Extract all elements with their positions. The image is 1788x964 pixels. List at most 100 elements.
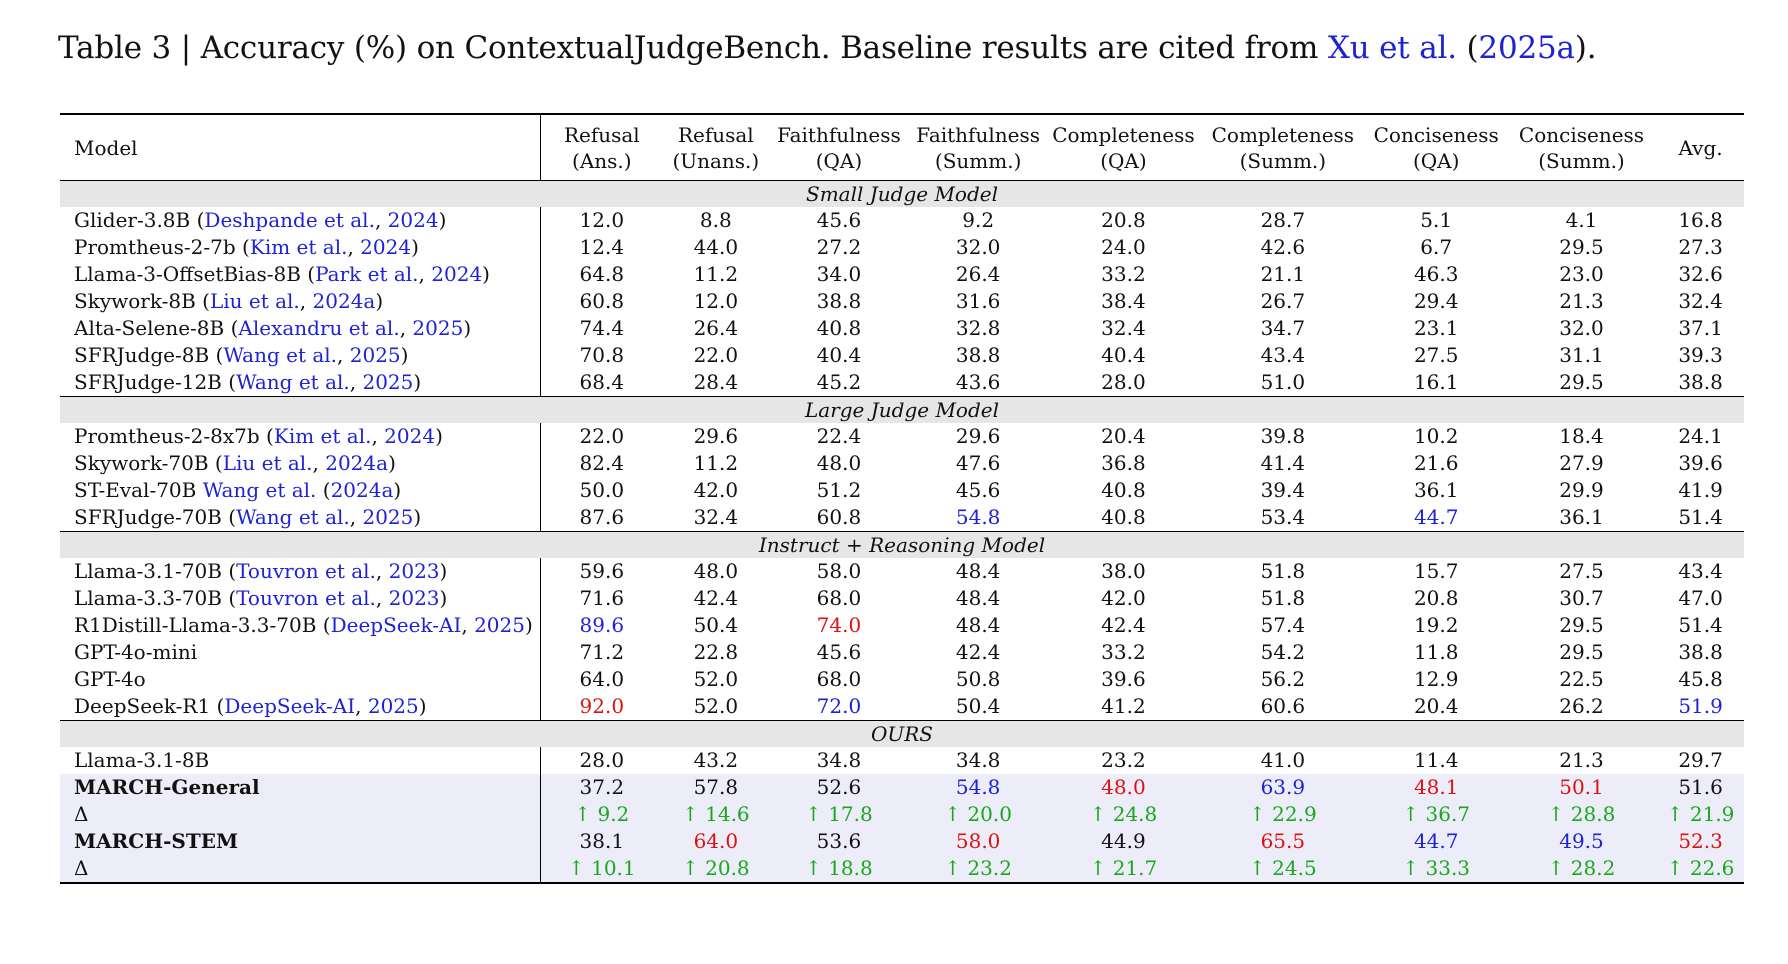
table-row: Promtheus-2-8x7b (Kim et al., 2024) 22.0 2…	[60, 423, 1744, 450]
model-name-cell: Alta-Selene-8B (Alexandru et al., 2025)	[60, 315, 542, 342]
value-cell: 28.7	[1260, 208, 1306, 232]
value-cell: 59.6	[579, 559, 625, 583]
citation-link[interactable]: Alexandru et al.	[238, 316, 400, 340]
column-header-line1: Avg.	[1678, 135, 1723, 160]
citation-link[interactable]: Wang et al.	[236, 370, 350, 394]
table-row: Promtheus-2-7b (Kim et al., 2024) 12.4 44.…	[60, 234, 1744, 261]
section-header-row: Large Judge Model	[60, 396, 1744, 423]
caption-citation-year-link[interactable]: 2025a	[1478, 30, 1575, 66]
value-cell: 20.8	[1413, 586, 1459, 610]
citation-link[interactable]: Wang et al.	[202, 478, 317, 502]
citation-link[interactable]: Touvron et al.	[236, 559, 376, 583]
citation-year-link[interactable]: 2023	[388, 559, 440, 583]
citation-paren: )	[482, 262, 490, 286]
citation-link[interactable]: DeepSeek-AI	[224, 694, 356, 718]
value-cell: 48.4	[955, 613, 1001, 637]
value-cell: 27.3	[1678, 235, 1723, 259]
value-cell: 48.0	[1047, 774, 1200, 801]
results-table: Model Refusal (Ans.) Refusal (Unans.) Faithfu…	[60, 113, 1744, 884]
value-cell: ↑ 23.2	[908, 855, 1048, 883]
value-cell: ↑ 18.8	[769, 855, 909, 883]
table-row: ST-Eval-70B Wang et al. (2024a) 50.0 42.0 5…	[60, 477, 1744, 504]
column-header: Completeness (Summ.)	[1199, 114, 1366, 181]
value-cell: ↑ 28.2	[1505, 855, 1658, 883]
model-name-cell: MARCH-General	[60, 774, 542, 801]
citation-link[interactable]: Park et al.	[315, 262, 419, 286]
citation-year-link[interactable]: 2025	[349, 343, 401, 367]
citation-paren: (	[300, 262, 316, 286]
citation-year-link[interactable]: 2024	[360, 235, 412, 259]
value-cell: 39.4	[1260, 478, 1306, 502]
value-cell: 43.2	[693, 748, 739, 772]
citation-year-link[interactable]: 2025	[474, 613, 525, 637]
citation-paren: )	[438, 208, 447, 232]
citation-year-link[interactable]: 2025	[362, 505, 414, 529]
value-cell: 37.2	[540, 774, 663, 801]
value-cell: 11.8	[1413, 640, 1459, 664]
citation-year-link[interactable]: 2024a	[330, 478, 394, 502]
value-cell: 26.2	[1559, 694, 1604, 718]
model-name-cell: Glider-3.8B (Deshpande et al., 2024)	[60, 207, 542, 234]
citation-link[interactable]: Liu et al.	[222, 451, 313, 475]
model-name: Skywork-70B	[74, 451, 209, 475]
citation-paren: (	[259, 424, 274, 448]
citation-year-link[interactable]: 2025	[362, 370, 414, 394]
citation-link[interactable]: Touvron et al.	[236, 586, 376, 610]
value-cell: 28.4	[693, 370, 739, 394]
value-cell: 11.2	[693, 451, 739, 475]
model-name: R1Distill-Llama-3.3-70B	[74, 613, 317, 637]
citation-link[interactable]: Liu et al.	[209, 289, 300, 313]
citation-link[interactable]: Kim et al.	[273, 424, 372, 448]
citation-year-link[interactable]: 2024a	[312, 289, 376, 313]
value-cell: 51.4	[1678, 505, 1723, 529]
value-cell: 23.1	[1413, 316, 1459, 340]
value-cell: 21.6	[1413, 451, 1459, 475]
caption-citation-link[interactable]: Xu et al.	[1327, 30, 1457, 66]
value-cell: 29.5	[1559, 640, 1604, 664]
value-cell: 36.1	[1559, 505, 1604, 529]
model-name-cell: Skywork-8B (Liu et al., 2024a)	[60, 288, 542, 315]
citation-link[interactable]: Kim et al.	[249, 235, 348, 259]
section-title: OURS	[60, 720, 1744, 747]
value-cell: 5.1	[1420, 208, 1453, 232]
citation-year-link[interactable]: 2025	[367, 694, 419, 718]
column-header-line1: Completeness	[1211, 122, 1355, 147]
table-row: R1Distill-Llama-3.3-70B (DeepSeek-AI, 20…	[60, 612, 1744, 639]
model-name: Llama-3-OffsetBias-8B	[74, 262, 301, 286]
value-cell: 45.6	[955, 478, 1001, 502]
model-name: MARCH-General	[74, 775, 260, 799]
column-header: Faithfulness (Summ.)	[909, 114, 1048, 181]
value-cell: 20.4	[1413, 694, 1459, 718]
section-header-row: Instruct + Reasoning Model	[60, 531, 1744, 558]
table-row: DeepSeek-R1 (DeepSeek-AI, 2025) 92.0 52.0 7…	[60, 693, 1744, 721]
value-cell: 45.2	[816, 370, 862, 394]
model-name: Promtheus-2-7b	[74, 235, 236, 259]
model-name: GPT-4o	[74, 667, 146, 691]
value-cell: 52.6	[769, 774, 909, 801]
value-cell: 21.3	[1559, 748, 1604, 772]
value-cell: 41.9	[1678, 478, 1723, 502]
value-cell: 71.6	[579, 586, 625, 610]
citation-year-link[interactable]: 2024	[387, 208, 439, 232]
citation-year-link[interactable]: 2025	[412, 316, 464, 340]
citation-year-link[interactable]: 2024	[431, 262, 483, 286]
citation-link[interactable]: DeepSeek-AI	[330, 613, 462, 637]
column-header: Refusal (Ans.)	[541, 114, 663, 181]
citation-link[interactable]: Wang et al.	[236, 505, 350, 529]
value-cell: 11.4	[1413, 748, 1459, 772]
citation-paren: )	[413, 505, 422, 529]
table-row: Llama-3-OffsetBias-8B (Park et al., 2024…	[60, 261, 1744, 288]
citation-year-link[interactable]: 2024	[384, 424, 436, 448]
citation-link[interactable]: Wang et al.	[223, 343, 338, 367]
model-name-cell: Llama-3-OffsetBias-8B (Park et al., 2024…	[60, 261, 542, 288]
value-cell: 28.0	[579, 748, 625, 772]
value-cell: 57.4	[1260, 613, 1306, 637]
table-caption: Table 3 | Accuracy (%) on ContextualJudg…	[58, 30, 1597, 66]
value-cell: 42.4	[693, 586, 739, 610]
citation-year-link[interactable]: 2024a	[325, 451, 389, 475]
citation-year-link[interactable]: 2023	[388, 586, 440, 610]
value-cell: ↑ 22.9	[1199, 801, 1367, 828]
value-cell: 29.5	[1559, 613, 1604, 637]
table-header: Model Refusal (Ans.) Refusal (Unans.) Faithfu…	[60, 114, 1744, 181]
citation-link[interactable]: Deshpande et al.	[204, 208, 375, 232]
